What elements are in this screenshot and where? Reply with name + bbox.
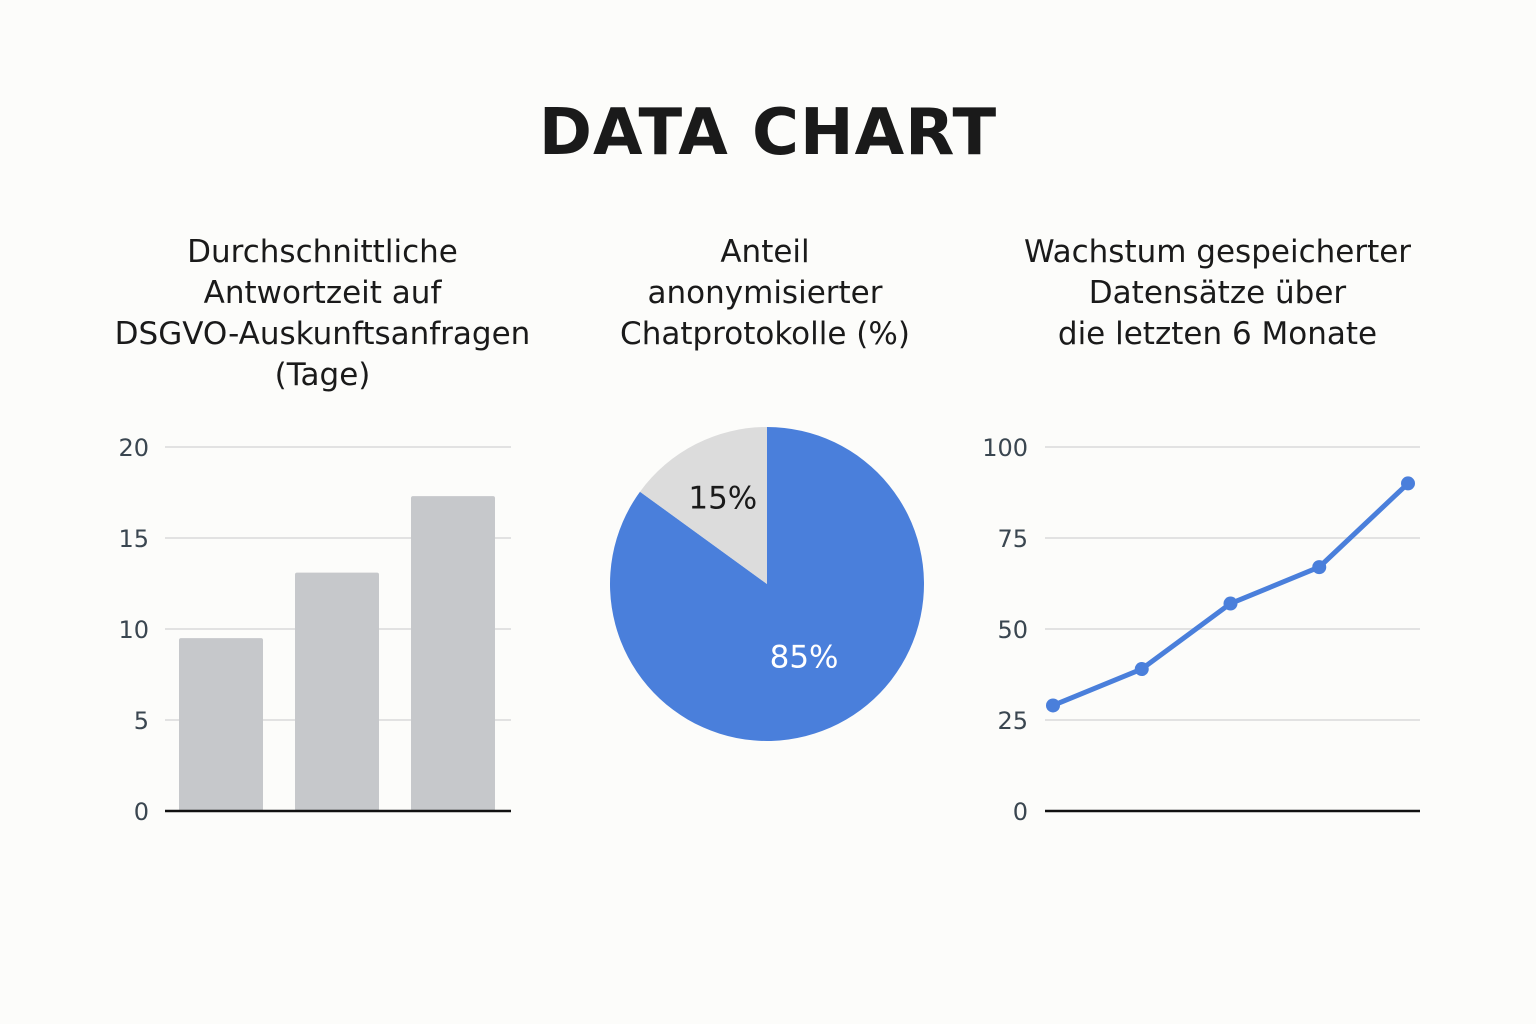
bar-y-tick-label: 10	[118, 616, 149, 644]
bar-y-tick-label: 0	[134, 798, 149, 826]
line-point	[1312, 560, 1327, 575]
line-chart-title-line: die letzten 6 Monate	[1057, 316, 1378, 352]
line-chart-title-line: Datensätze über	[1088, 275, 1347, 311]
pie-slice-label: 85%	[770, 640, 839, 676]
line-y-tick-label: 25	[997, 707, 1028, 735]
pie-chart-title-line: anonymisierter	[647, 275, 883, 311]
line-y-tick-label: 0	[1013, 798, 1028, 826]
bar	[411, 496, 495, 811]
bar-y-tick-label: 15	[118, 525, 149, 553]
bar-y-tick-label: 20	[118, 434, 149, 462]
bar-chart-title-line: (Tage)	[274, 357, 371, 393]
line-y-tick-label: 75	[997, 525, 1028, 553]
line-chart-title: Wachstum gespeicherter Datensätze über d…	[990, 232, 1445, 355]
line-series	[1050, 480, 1411, 708]
pie-chart-title: Anteil anonymisierter Chatprotokolle (%)	[590, 232, 940, 355]
bar	[295, 572, 379, 811]
pie-chart-title-line: Chatprotokolle (%)	[620, 316, 910, 352]
bar-chart-title-line: DSGVO-Auskunftsanfragen	[114, 316, 531, 352]
line-point	[1223, 596, 1238, 611]
page-title: DATA CHART	[538, 96, 998, 170]
bar-chart-title: Durchschnittliche Antwortzeit auf DSGVO-…	[80, 232, 565, 396]
bar-chart-title-line: Durchschnittliche	[187, 234, 458, 270]
pie-slice	[639, 427, 767, 584]
line-y-tick-label: 100	[982, 434, 1028, 462]
pie-slice	[609, 427, 924, 741]
line-point	[1046, 698, 1060, 713]
pie-chart-title-line: Anteil	[720, 234, 810, 270]
bar-y-tick-label: 5	[134, 707, 149, 735]
line-y-tick-label: 50	[997, 616, 1028, 644]
line-point	[1134, 662, 1149, 677]
bar-chart-title-line: Antwortzeit auf	[203, 275, 442, 311]
pie-slice-label: 15%	[688, 480, 757, 516]
bar	[179, 638, 263, 811]
line-chart-title-line: Wachstum gespeicherter	[1023, 234, 1412, 270]
line-point	[1401, 476, 1415, 491]
